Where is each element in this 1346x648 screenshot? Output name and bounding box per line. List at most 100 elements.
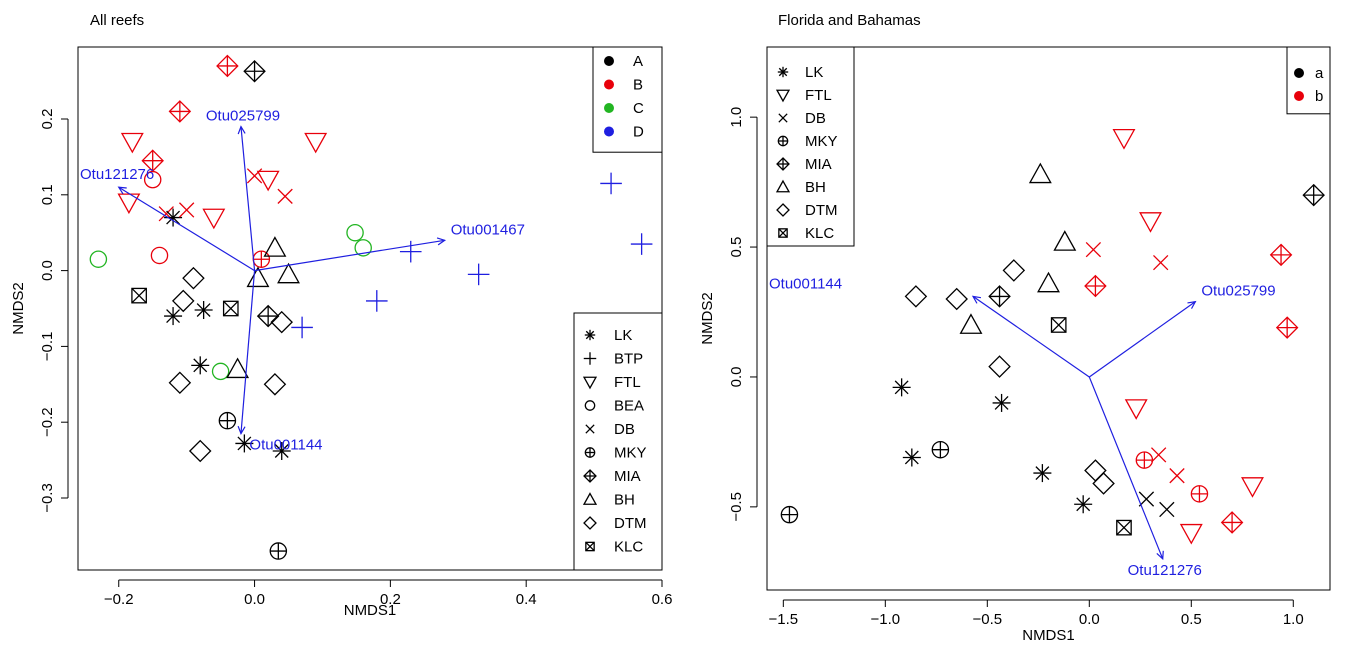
- vector-label: Otu001144: [769, 275, 842, 292]
- data-point: [270, 310, 293, 334]
- marker-stroke: [1076, 497, 1091, 512]
- y-tick-label: −0.3: [39, 483, 56, 513]
- marker-stroke: [904, 450, 919, 465]
- data-point: [218, 411, 237, 430]
- x-tick-label: 1.0: [1283, 611, 1304, 628]
- data-point: [902, 448, 921, 467]
- marker-stroke: [1085, 241, 1102, 258]
- legend-label: DTM: [614, 515, 647, 532]
- data-point: [263, 236, 287, 257]
- marker-triangle: [226, 357, 250, 379]
- data-point: [1074, 495, 1093, 514]
- y-axis: −0.5 0.0 0.5 1.0 NMDS2: [699, 107, 758, 522]
- legend-frame: [592, 46, 663, 153]
- legend-label: KLC: [805, 225, 834, 242]
- legend-marker: [777, 66, 789, 78]
- marker-triangle: [120, 132, 144, 154]
- marker-stroke: [1035, 466, 1050, 481]
- data-point: [467, 263, 490, 286]
- data-point: [1138, 491, 1155, 507]
- data-point: [182, 266, 205, 290]
- data-point: [304, 132, 328, 154]
- marker-triangle: [256, 170, 280, 192]
- x-tick-label: 0.6: [652, 591, 673, 608]
- data-point: [235, 434, 254, 453]
- legend-frame: [1286, 46, 1331, 115]
- data-point: [117, 193, 141, 215]
- data-point: [1084, 274, 1107, 298]
- data-point: [222, 300, 239, 317]
- marker-stroke: [158, 206, 174, 222]
- data-point: [1037, 271, 1060, 293]
- legend-marker: [583, 469, 597, 483]
- shape-legend: LK BTP FTL BEA DB MKY MIA BH DTM KLC: [573, 312, 663, 571]
- marker-stroke: [274, 444, 289, 458]
- marker-stroke: [277, 188, 293, 204]
- y-axis: −0.3 −0.2 −0.1 0.0 0.1 0.2 NMDS2: [10, 109, 69, 513]
- vector-arrowhead: [117, 186, 127, 195]
- marker-triangle: [959, 313, 983, 334]
- marker-triangle: [582, 376, 598, 390]
- data-point: [904, 285, 928, 308]
- data-point: [365, 290, 388, 312]
- marker-diamond: [171, 289, 195, 313]
- x-tick-label: 0.0: [244, 591, 265, 608]
- marker-stroke: [894, 380, 909, 395]
- vector-label: Otu025799: [1201, 283, 1275, 300]
- marker-triangle: [775, 179, 791, 193]
- marker-square: [131, 287, 147, 304]
- data-point: [988, 355, 1011, 378]
- legend-label: C: [633, 100, 644, 117]
- data-point: [931, 440, 950, 459]
- legend-label: DB: [614, 421, 635, 438]
- legend-label: MIA: [614, 468, 641, 485]
- marker-stroke: [778, 228, 788, 238]
- y-axis-label: NMDS2: [10, 282, 27, 335]
- marker-triangle: [1241, 477, 1264, 498]
- data-point: [988, 285, 1011, 308]
- marker-stroke: [1116, 519, 1132, 536]
- legend-label: BH: [805, 179, 826, 196]
- vector-arrow: [1088, 301, 1196, 378]
- data-point: [1302, 183, 1325, 207]
- data-point: [630, 233, 653, 255]
- vector-arrowhead: [971, 295, 982, 304]
- y-tick-label: −0.5: [728, 492, 745, 522]
- marker-stroke: [1159, 501, 1175, 518]
- data-point: [1220, 511, 1244, 534]
- marker-triangle: [1179, 523, 1203, 545]
- x-axis: −0.2 0.0 0.2 0.4 0.6 NMDS1: [104, 579, 673, 619]
- marker-triangle: [1028, 162, 1052, 184]
- legend-label: KLC: [614, 539, 643, 556]
- data-point: [188, 439, 212, 463]
- marker-diamond: [583, 516, 597, 530]
- data-point: [1084, 459, 1107, 482]
- data-points: [89, 54, 653, 560]
- marker-diamond: [1002, 259, 1026, 282]
- legend-label: D: [633, 124, 644, 141]
- data-point: [131, 287, 147, 304]
- data-point: [1085, 241, 1102, 258]
- marker-diamond: [1092, 472, 1115, 495]
- data-point: [1179, 523, 1203, 545]
- marker-diamond: [988, 355, 1011, 378]
- data-point: [211, 362, 230, 381]
- chart-florida-bahamas: Florida and Bahamas −1.5 −1.0 −0.5 0.0 0.5 1.0…: [699, 12, 1331, 644]
- chart-title: Florida and Bahamas: [778, 12, 921, 29]
- legend-swatch: [1294, 91, 1304, 101]
- legend-label: MKY: [614, 445, 647, 462]
- legend-marker: [778, 228, 788, 238]
- plot-frame: [77, 46, 663, 571]
- marker-circle: [354, 239, 372, 257]
- data-point: [1153, 254, 1169, 271]
- marker-triangle: [1112, 129, 1136, 150]
- legend-label: BH: [614, 492, 635, 509]
- legend-marker: [583, 516, 597, 530]
- marker-square: [1116, 519, 1132, 536]
- marker-square: [222, 300, 239, 317]
- data-points: [780, 129, 1325, 545]
- data-point: [168, 100, 192, 123]
- vector-label: Otu121276: [1128, 562, 1202, 579]
- y-tick-label: 0.0: [728, 367, 745, 388]
- legend-marker: [585, 424, 595, 434]
